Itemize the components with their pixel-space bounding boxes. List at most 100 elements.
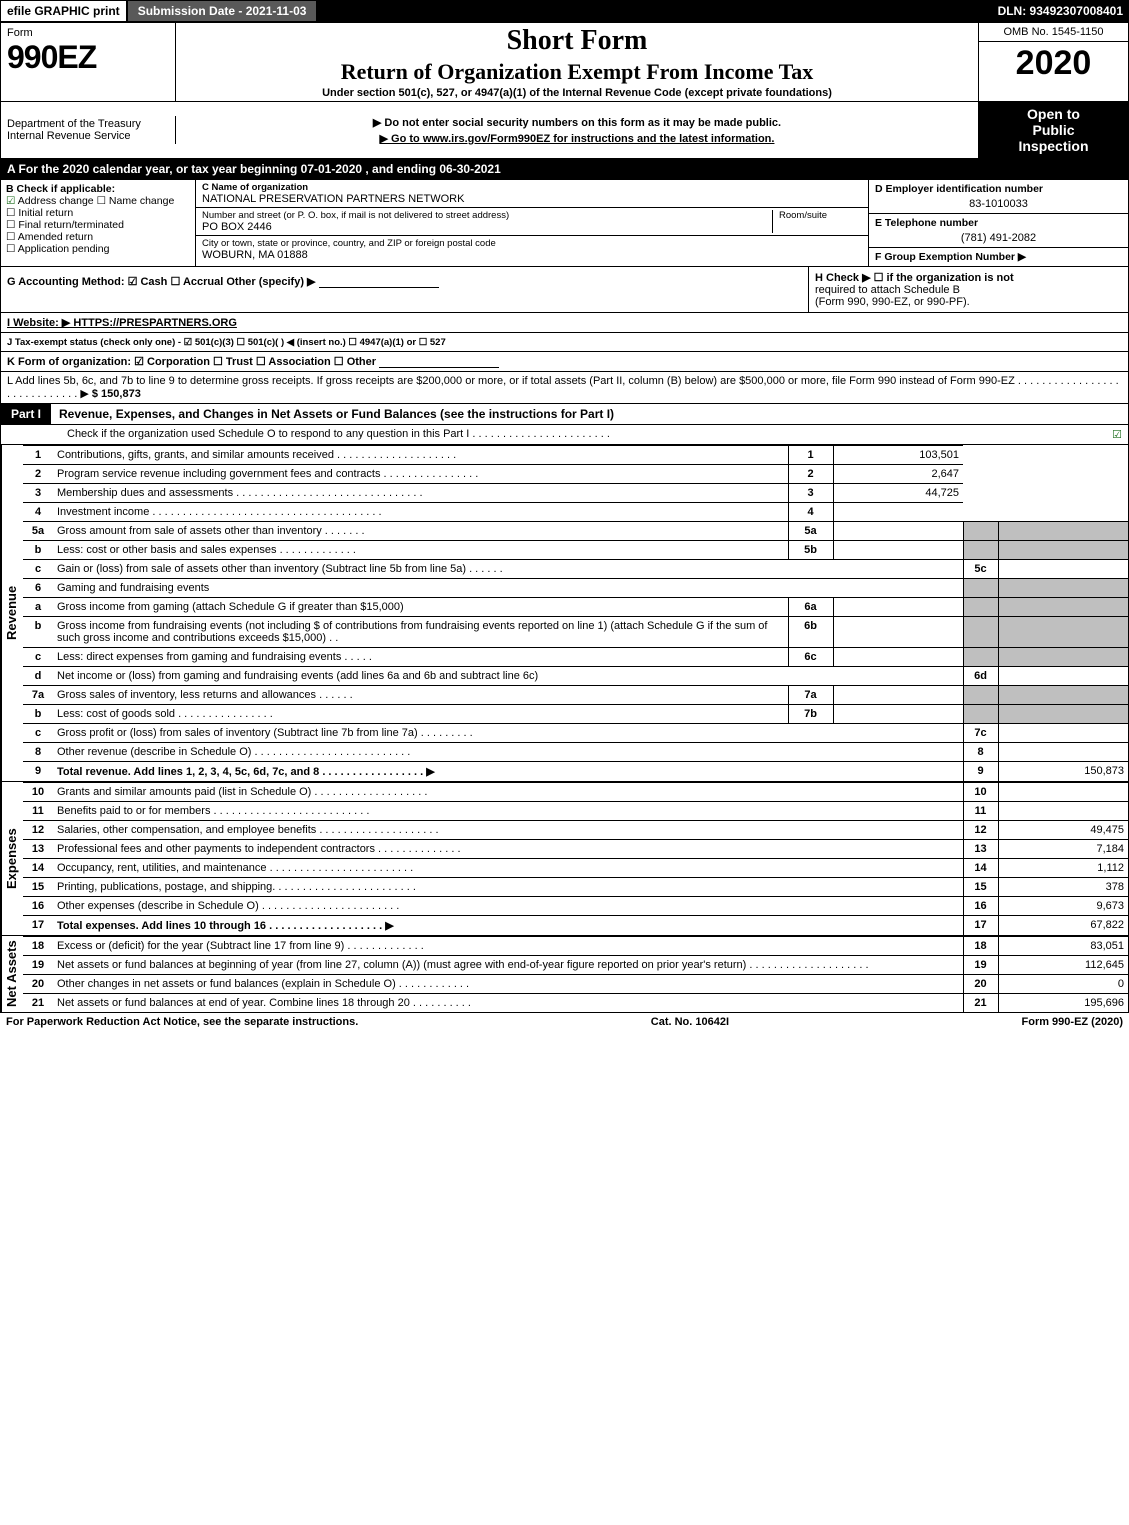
- boxes-d-e-f: D Employer identification number 83-1010…: [868, 180, 1128, 266]
- g-other-input[interactable]: [319, 276, 439, 288]
- form-number: 990EZ: [7, 39, 169, 76]
- short-form-title: Short Form: [184, 25, 970, 57]
- form-word: Form: [7, 27, 169, 39]
- line-7b: bLess: cost of goods sold . . . . . . . …: [23, 705, 1128, 724]
- website[interactable]: I Website: ▶ HTTPS://PRESPARTNERS.ORG: [7, 317, 237, 329]
- revenue-section: Revenue 1Contributions, gifts, grants, a…: [1, 445, 1128, 782]
- line-6c: cLess: direct expenses from gaming and f…: [23, 648, 1128, 667]
- no-ssn-notice: ▶ Do not enter social security numbers o…: [184, 116, 970, 129]
- f-label: F Group Exemption Number ▶: [875, 251, 1122, 263]
- title-sub: Under section 501(c), 527, or 4947(a)(1)…: [184, 87, 970, 99]
- line-10: 10Grants and similar amounts paid (list …: [23, 783, 1128, 802]
- box-f: F Group Exemption Number ▶: [869, 248, 1128, 266]
- line-h: H Check ▶ ☐ if the organization is not r…: [808, 267, 1128, 312]
- line-9: 9Total revenue. Add lines 1, 2, 3, 4, 5c…: [23, 762, 1128, 782]
- notice-center: ▶ Do not enter social security numbers o…: [176, 113, 978, 148]
- efile-print: efile GRAPHIC print: [0, 0, 127, 22]
- box-c: C Name of organization NATIONAL PRESERVA…: [196, 180, 868, 266]
- j-text: J Tax-exempt status (check only one) - ☑…: [7, 337, 446, 348]
- k-other-input[interactable]: [379, 356, 499, 368]
- line-i: I Website: ▶ HTTPS://PRESPARTNERS.ORG: [1, 313, 1128, 333]
- h-l3: (Form 990, 990-EZ, or 990-PF).: [815, 296, 1122, 308]
- phone: (781) 491-2082: [875, 229, 1122, 244]
- chk-name-change[interactable]: Name change: [97, 195, 175, 207]
- line-j: J Tax-exempt status (check only one) - ☑…: [1, 333, 1128, 352]
- l-value: $ 150,873: [92, 388, 141, 400]
- line-5c: cGain or (loss) from sale of assets othe…: [23, 560, 1128, 579]
- line-19: 19Net assets or fund balances at beginni…: [23, 956, 1128, 975]
- title-center: Short Form Return of Organization Exempt…: [176, 23, 978, 101]
- net-assets-section: Net Assets 18Excess or (deficit) for the…: [1, 936, 1128, 1012]
- part-i-subtext: Check if the organization used Schedule …: [7, 428, 610, 441]
- cat-no: Cat. No. 10642I: [651, 1016, 729, 1028]
- g-h-row: G Accounting Method: ☑ Cash ☐ Accrual Ot…: [1, 267, 1128, 313]
- line-20: 20Other changes in net assets or fund ba…: [23, 975, 1128, 994]
- line-6d: dNet income or (loss) from gaming and fu…: [23, 667, 1128, 686]
- line-18: 18Excess or (deficit) for the year (Subt…: [23, 937, 1128, 956]
- line-6: 6Gaming and fundraising events: [23, 579, 1128, 598]
- part-i-schedule-o-check[interactable]: [1112, 428, 1122, 441]
- line-4: 4Investment income . . . . . . . . . . .…: [23, 503, 1128, 522]
- line-6a: aGross income from gaming (attach Schedu…: [23, 598, 1128, 617]
- dept-line2: Internal Revenue Service: [7, 130, 169, 142]
- revenue-label: Revenue: [1, 445, 21, 781]
- ein: 83-1010033: [875, 195, 1122, 210]
- form-number-box: Form 990EZ: [1, 23, 176, 101]
- main-title: Return of Organization Exempt From Incom…: [184, 59, 970, 85]
- title-block: Form 990EZ Short Form Return of Organiza…: [1, 23, 1128, 102]
- line-15: 15Printing, publications, postage, and s…: [23, 878, 1128, 897]
- line-k: K Form of organization: ☑ Corporation ☐ …: [1, 352, 1128, 372]
- part-i-tag: Part I: [1, 404, 51, 424]
- org-street: PO BOX 2446: [202, 221, 764, 233]
- goto-link[interactable]: ▶ Go to www.irs.gov/Form990EZ for instru…: [184, 132, 970, 145]
- part-i-header: Part I Revenue, Expenses, and Changes in…: [1, 403, 1128, 425]
- g-text: G Accounting Method: ☑ Cash ☐ Accrual Ot…: [7, 276, 316, 288]
- form-990ez: Form 990EZ Short Form Return of Organiza…: [0, 22, 1129, 1013]
- dln: DLN: 93492307008401: [998, 4, 1129, 18]
- top-bar: efile GRAPHIC print Submission Date - 20…: [0, 0, 1129, 22]
- e-label: E Telephone number: [875, 217, 1122, 229]
- chk-initial-return[interactable]: Initial return: [6, 207, 73, 219]
- title-right: OMB No. 1545-1150 2020: [978, 23, 1128, 101]
- open-to-public: Open to Public Inspection: [978, 102, 1128, 158]
- org-name-row: C Name of organization NATIONAL PRESERVA…: [196, 180, 868, 208]
- part-i-sub: Check if the organization used Schedule …: [1, 425, 1128, 445]
- chk-application-pending[interactable]: Application pending: [6, 243, 109, 255]
- line-16: 16Other expenses (describe in Schedule O…: [23, 897, 1128, 916]
- chk-amended-return[interactable]: Amended return: [6, 231, 93, 243]
- line-11: 11Benefits paid to or for members . . . …: [23, 802, 1128, 821]
- revenue-table: 1Contributions, gifts, grants, and simil…: [23, 445, 1128, 781]
- addr-label: Number and street (or P. O. box, if mail…: [202, 210, 764, 221]
- org-name: NATIONAL PRESERVATION PARTNERS NETWORK: [202, 193, 464, 205]
- line-13: 13Professional fees and other payments t…: [23, 840, 1128, 859]
- paperwork-notice: For Paperwork Reduction Act Notice, see …: [6, 1016, 358, 1028]
- line-12: 12Salaries, other compensation, and empl…: [23, 821, 1128, 840]
- box-e: E Telephone number (781) 491-2082: [869, 214, 1128, 248]
- org-addr-row: Number and street (or P. O. box, if mail…: [196, 208, 868, 236]
- line-5a: 5aGross amount from sale of assets other…: [23, 522, 1128, 541]
- line-l: L Add lines 5b, 6c, and 7b to line 9 to …: [1, 372, 1128, 403]
- line-17: 17Total expenses. Add lines 10 through 1…: [23, 916, 1128, 936]
- net-assets-label: Net Assets: [1, 936, 21, 1012]
- c-label: C Name of organization: [202, 182, 464, 193]
- part-i-title: Revenue, Expenses, and Changes in Net As…: [51, 407, 614, 421]
- notice-row: Department of the Treasury Internal Reve…: [1, 102, 1128, 159]
- box-b: B Check if applicable: Address change Na…: [1, 180, 196, 266]
- h-l1: H Check ▶ ☐ if the organization is not: [815, 271, 1122, 284]
- org-city: WOBURN, MA 01888: [202, 249, 496, 261]
- chk-address-change[interactable]: Address change: [6, 195, 94, 207]
- k-text: K Form of organization: ☑ Corporation ☐ …: [7, 356, 376, 368]
- line-5b: bLess: cost or other basis and sales exp…: [23, 541, 1128, 560]
- form-year: 2020: [979, 42, 1128, 83]
- expenses-table: 10Grants and similar amounts paid (list …: [23, 782, 1128, 935]
- chk-final-return[interactable]: Final return/terminated: [6, 219, 124, 231]
- form-ref: Form 990-EZ (2020): [1022, 1016, 1123, 1028]
- open-l2: Public: [981, 122, 1126, 138]
- expenses-label: Expenses: [1, 782, 21, 935]
- open-l3: Inspection: [981, 138, 1126, 154]
- d-label: D Employer identification number: [875, 183, 1122, 195]
- org-city-row: City or town, state or province, country…: [196, 236, 868, 263]
- box-d: D Employer identification number 83-1010…: [869, 180, 1128, 214]
- line-1: 1Contributions, gifts, grants, and simil…: [23, 446, 1128, 465]
- city-label: City or town, state or province, country…: [202, 238, 496, 249]
